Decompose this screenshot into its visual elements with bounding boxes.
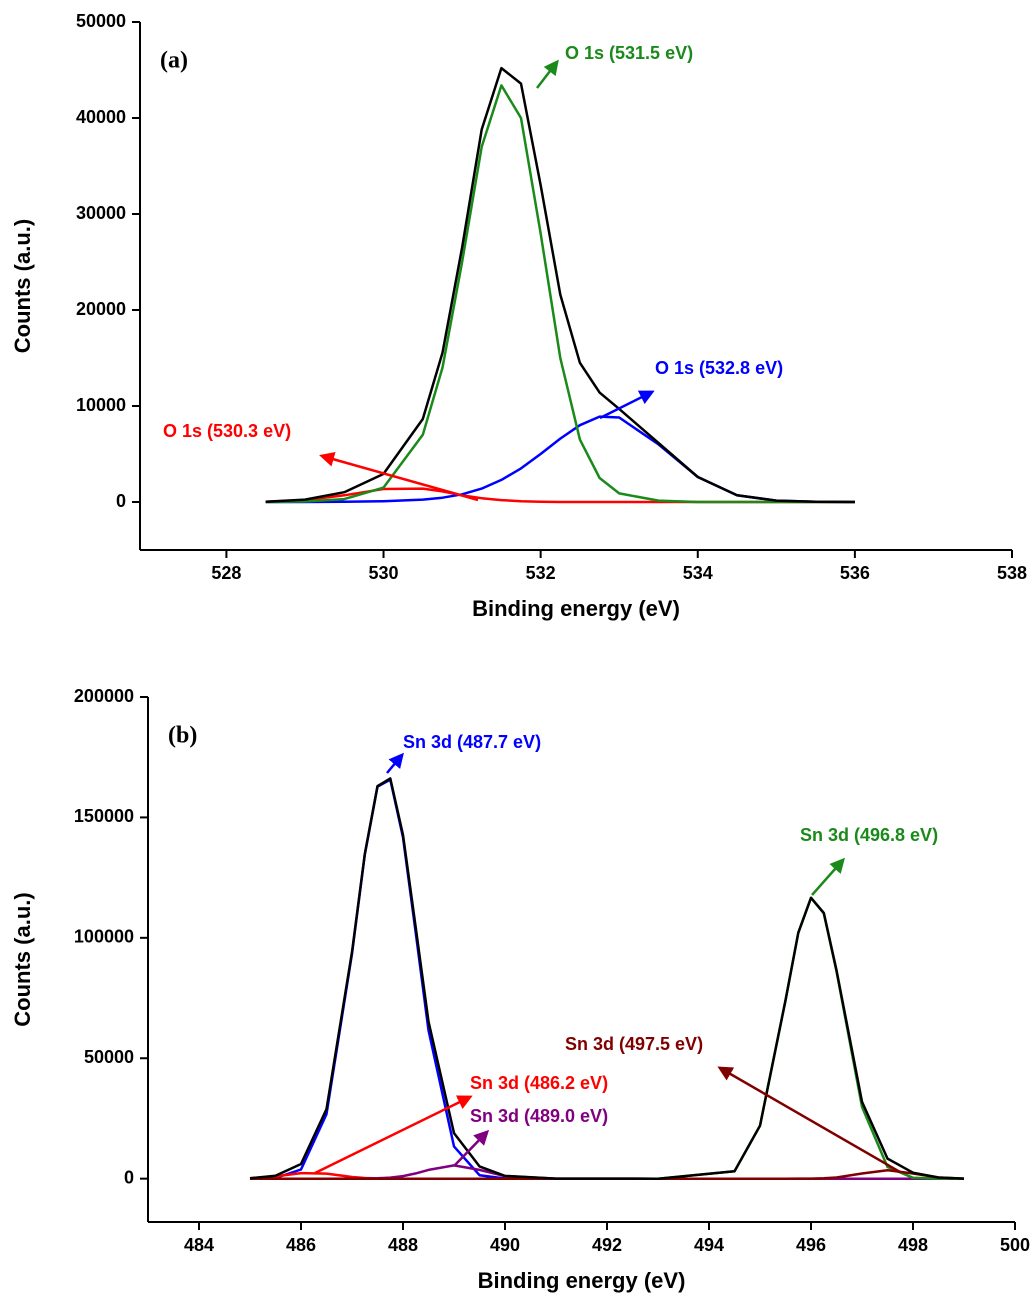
y-tick-label: 0 xyxy=(124,1167,134,1187)
annotation: Sn 3d (496.8 eV) xyxy=(800,825,938,845)
annotation-arrow xyxy=(811,857,845,896)
annotation: Sn 3d (487.7 eV) xyxy=(403,732,541,752)
y-tick-label: 40000 xyxy=(76,107,126,127)
x-tick-label: 538 xyxy=(997,563,1027,583)
x-tick-label: 494 xyxy=(694,1235,724,1255)
spectrum-line xyxy=(249,777,965,1180)
x-tick-label: 500 xyxy=(1000,1235,1030,1255)
annotation: Sn 3d (486.2 eV) xyxy=(470,1073,608,1093)
y-tick-label: 50000 xyxy=(76,11,126,31)
x-tick-label: 490 xyxy=(490,1235,520,1255)
x-tick-label: 486 xyxy=(286,1235,316,1255)
panel-label: (a) xyxy=(160,48,188,74)
y-tick-label: 10000 xyxy=(76,395,126,415)
annotation: Sn 3d (489.0 eV) xyxy=(470,1106,608,1126)
y-tick-label: 30000 xyxy=(76,203,126,223)
spectrum-line xyxy=(250,1168,965,1180)
spectrum-line xyxy=(265,415,855,504)
annotation-arrow xyxy=(319,452,479,502)
annotation: O 1s (530.3 eV) xyxy=(163,421,291,441)
annotation-arrow xyxy=(314,1095,473,1175)
y-tick-label: 100000 xyxy=(74,927,134,947)
panel-label: (b) xyxy=(168,723,197,749)
x-tick-label: 530 xyxy=(369,563,399,583)
x-tick-label: 496 xyxy=(796,1235,826,1255)
x-tick-label: 534 xyxy=(683,563,713,583)
y-tick-label: 200000 xyxy=(74,686,134,706)
y-tick-label: 150000 xyxy=(74,806,134,826)
x-axis-title: Binding energy (eV) xyxy=(472,596,680,621)
x-axis-title: Binding energy (eV) xyxy=(478,1268,686,1293)
y-tick-label: 20000 xyxy=(76,299,126,319)
annotation-arrow xyxy=(717,1066,901,1174)
x-tick-label: 532 xyxy=(526,563,556,583)
annotation-arrow xyxy=(599,390,655,420)
annotation-arrow xyxy=(454,1129,490,1166)
x-tick-label: 536 xyxy=(840,563,870,583)
annotation: Sn 3d (497.5 eV) xyxy=(565,1034,703,1054)
annotation-arrow xyxy=(536,59,559,89)
spectrum-line xyxy=(265,84,855,504)
x-tick-label: 484 xyxy=(184,1235,214,1255)
x-tick-label: 528 xyxy=(211,563,241,583)
y-axis-title: Counts (a.u.) xyxy=(10,219,35,353)
y-tick-label: 50000 xyxy=(84,1047,134,1067)
annotation: O 1s (531.5 eV) xyxy=(565,43,693,63)
y-tick-label: 0 xyxy=(116,491,126,511)
y-axis-title: Counts (a.u.) xyxy=(10,892,35,1026)
annotation-arrow xyxy=(386,752,404,774)
spectrum-line xyxy=(265,66,855,504)
annotation: O 1s (532.8 eV) xyxy=(655,358,783,378)
x-tick-label: 488 xyxy=(388,1235,418,1255)
x-tick-label: 498 xyxy=(898,1235,928,1255)
x-tick-label: 492 xyxy=(592,1235,622,1255)
